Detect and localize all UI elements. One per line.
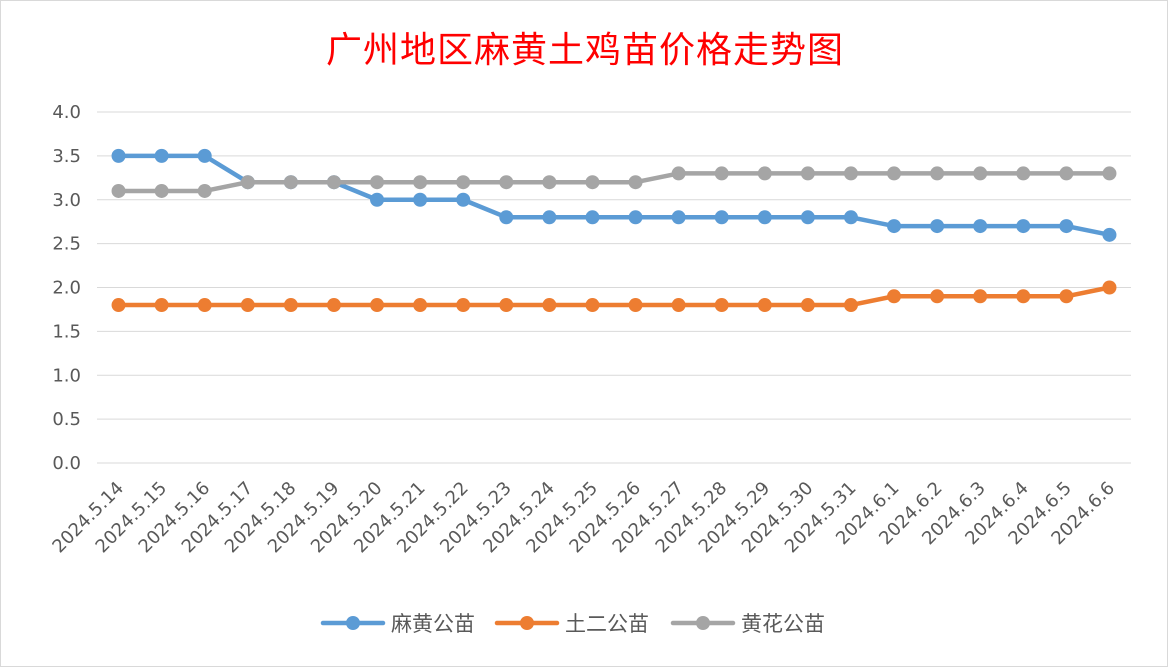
data-point [714, 166, 729, 181]
data-point [671, 210, 686, 225]
data-point [283, 175, 298, 190]
y-tick-label: 3.5 [52, 146, 81, 167]
data-point [1016, 289, 1031, 304]
data-point [930, 166, 945, 181]
data-point [1102, 227, 1117, 242]
data-point [1059, 289, 1074, 304]
data-point [585, 298, 600, 313]
y-tick-label: 2.5 [52, 234, 81, 255]
data-point [800, 166, 815, 181]
data-point [240, 298, 255, 313]
data-point [111, 183, 126, 198]
data-point [456, 298, 471, 313]
data-point [628, 298, 643, 313]
data-point [197, 183, 212, 198]
data-point [800, 210, 815, 225]
data-point [413, 175, 428, 190]
data-point [499, 298, 514, 313]
legend-label: 土二公苗 [565, 612, 649, 636]
data-point [197, 148, 212, 163]
data-point [843, 166, 858, 181]
data-point [714, 298, 729, 313]
series-line [116, 153, 1112, 238]
legend-label: 麻黄公苗 [391, 612, 475, 636]
legend-marker [346, 616, 360, 630]
data-point [973, 219, 988, 234]
data-point [628, 210, 643, 225]
y-tick-label: 0.0 [52, 453, 81, 474]
data-point [499, 175, 514, 190]
data-point [456, 192, 471, 207]
y-tick-label: 3.0 [52, 190, 81, 211]
data-point [714, 210, 729, 225]
data-point [197, 298, 212, 313]
data-point [370, 175, 385, 190]
data-point [154, 148, 169, 163]
data-point [154, 183, 169, 198]
data-point [1059, 166, 1074, 181]
data-point [326, 298, 341, 313]
y-tick-label: 2.0 [52, 278, 81, 299]
series-line [116, 285, 1112, 308]
data-point [542, 298, 557, 313]
data-point [283, 298, 298, 313]
y-tick-label: 1.5 [52, 321, 81, 342]
data-point [887, 219, 902, 234]
data-point [1102, 166, 1117, 181]
data-point [413, 192, 428, 207]
data-point [326, 175, 341, 190]
data-point [930, 289, 945, 304]
data-point [154, 298, 169, 313]
data-point [111, 148, 126, 163]
data-point [930, 219, 945, 234]
data-point [1016, 166, 1031, 181]
data-point [843, 298, 858, 313]
data-point [585, 175, 600, 190]
data-point [628, 175, 643, 190]
data-point [757, 298, 772, 313]
chart-title: 广州地区麻黄土鸡苗价格走势图 [325, 30, 844, 71]
data-point [757, 166, 772, 181]
data-point [542, 175, 557, 190]
data-point [370, 298, 385, 313]
data-point [413, 298, 428, 313]
legend-marker [520, 616, 534, 630]
data-point [671, 166, 686, 181]
data-point [370, 192, 385, 207]
data-point [240, 175, 255, 190]
data-point [671, 298, 686, 313]
data-point [499, 210, 514, 225]
data-point [887, 166, 902, 181]
data-point [585, 210, 600, 225]
series-line [116, 171, 1112, 194]
data-point [757, 210, 772, 225]
y-tick-label: 1.0 [52, 365, 81, 386]
data-point [111, 298, 126, 313]
data-point [456, 175, 471, 190]
data-point [800, 298, 815, 313]
legend-label: 黄花公苗 [741, 612, 825, 636]
data-point [973, 289, 988, 304]
data-point [542, 210, 557, 225]
y-tick-label: 4.0 [52, 102, 81, 123]
data-point [887, 289, 902, 304]
data-point [1059, 219, 1074, 234]
y-tick-label: 0.5 [52, 409, 81, 430]
data-point [1102, 280, 1117, 295]
data-point [1016, 219, 1031, 234]
legend-marker [696, 616, 710, 630]
data-point [973, 166, 988, 181]
data-point [843, 210, 858, 225]
